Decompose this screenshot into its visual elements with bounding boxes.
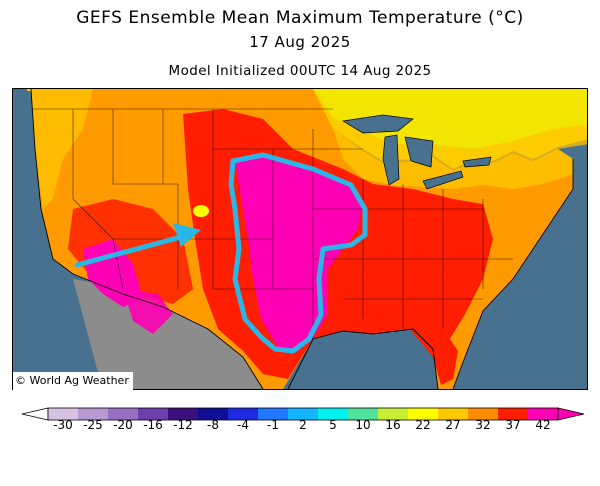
- plains-magenta: [235, 157, 363, 351]
- map-title: GEFS Ensemble Mean Maximum Temperature (…: [76, 8, 524, 28]
- colorbar-swatch: [108, 408, 139, 420]
- colorbar-swatch: [438, 408, 469, 420]
- canada-land-orange: [13, 89, 587, 171]
- atlantic-ocean: [453, 154, 587, 389]
- colorbar-swatch: [48, 408, 79, 420]
- lake-huron: [404, 136, 434, 168]
- colorado-yellow-spot: [193, 205, 209, 217]
- colorbar-tick-label: 32: [475, 418, 491, 432]
- credit-label: © World Ag Weather: [13, 372, 133, 390]
- temperature-map: [12, 88, 588, 390]
- pacific-ocean: [13, 89, 103, 389]
- colorbar-tick-label: -4: [237, 418, 249, 432]
- colorbar-swatch: [408, 408, 439, 420]
- annotation-arrow-head: [173, 223, 201, 247]
- annotation-arrow: [74, 234, 184, 268]
- colorbar-tick-label: 10: [355, 418, 371, 432]
- northwest-warm: [31, 89, 93, 209]
- colorbar-tick-label: -8: [207, 418, 219, 432]
- colorbar-swatch: [318, 408, 349, 420]
- colorbar-tick-label: 42: [535, 418, 551, 432]
- colorbar-tick-label: -12: [173, 418, 193, 432]
- forecast-date: 17 Aug 2025: [249, 33, 351, 51]
- colorbar-swatch: [498, 408, 529, 420]
- colorbar-swatch: [378, 408, 409, 420]
- colorbar-tick-label: -20: [113, 418, 133, 432]
- gulf-ocean: [274, 329, 453, 389]
- colorbar-frame: [47, 407, 559, 421]
- arizona-magenta: [123, 289, 173, 334]
- lake-erie: [422, 170, 464, 190]
- colorbar-swatch: [138, 408, 169, 420]
- colorbar-tick-label: 22: [415, 418, 431, 432]
- colorbar-swatch: [168, 408, 199, 420]
- lake-michigan: [382, 134, 400, 186]
- colorbar-tick-label: 5: [329, 418, 337, 432]
- colorbar-tick-labels: -30 -25 -20 -16 -12 -8 -4 -1 2 5 10 16 22 27 32 37 42: [0, 418, 600, 438]
- colorbar-swatch: [78, 408, 109, 420]
- great-lakes: [341, 114, 492, 190]
- colorbar-tick-label: 37: [505, 418, 521, 432]
- colorbar: [21, 407, 585, 421]
- coastline: [30, 89, 574, 389]
- colorbar-swatch: [468, 408, 499, 420]
- colorbar-swatch: [348, 408, 379, 420]
- lake-superior: [341, 114, 414, 134]
- colorbar-tick-label: -1: [267, 418, 279, 432]
- model-init-subtitle: Model Initialized 00UTC 14 Aug 2025: [168, 63, 432, 79]
- colorbar-tick-label: -25: [83, 418, 103, 432]
- colorbar-tick-label: 2: [299, 418, 307, 432]
- colorbar-swatch: [258, 408, 289, 420]
- colorbar-tick-label: 16: [385, 418, 401, 432]
- colorbar-tick-label: -16: [143, 418, 163, 432]
- annotation-outline: [228, 152, 368, 354]
- state-boundaries: [31, 108, 513, 339]
- lake-ontario: [462, 156, 492, 168]
- florida-red: [408, 327, 458, 385]
- colorbar-swatch: [528, 408, 559, 420]
- colorbar-swatch: [228, 408, 259, 420]
- colorbar-tick-label: 27: [445, 418, 461, 432]
- colorbar-tick-label: -30: [53, 418, 73, 432]
- colorbar-swatch: [198, 408, 229, 420]
- colorbar-swatch: [288, 408, 319, 420]
